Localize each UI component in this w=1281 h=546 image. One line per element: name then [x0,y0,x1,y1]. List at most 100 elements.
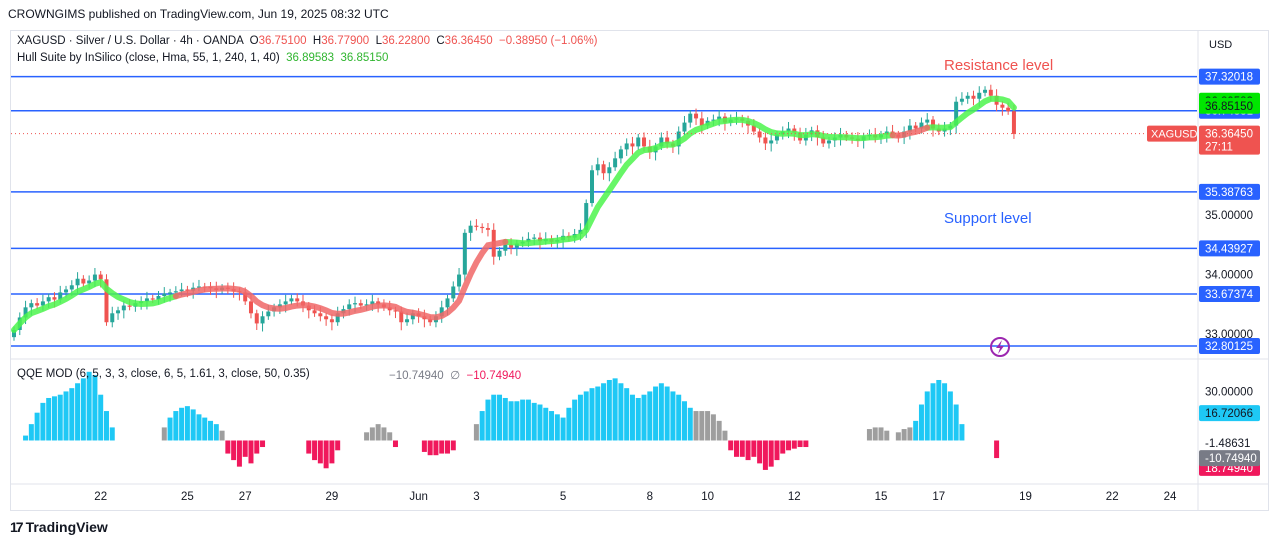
qqe-bar [878,427,884,441]
candle-body [393,310,398,312]
candle-body [266,311,271,317]
symbol-tag-bg [1147,125,1197,142]
candle-body [295,298,300,302]
candle-body [607,167,612,174]
qqe-bar [69,388,75,441]
time-axis-label: 12 [788,491,801,503]
qqe-bar [722,430,728,441]
legend-symbol[interactable]: XAGUSD · Silver / U.S. Dollar · 4h · OAN… [17,35,244,47]
qqe-bar [525,399,531,441]
candle-body [636,137,641,147]
qqe-bar [508,401,514,441]
candle-body [624,143,629,150]
qqe-bar [317,440,323,464]
hull-legend-label[interactable]: Hull Suite by InSilico (close, Hma, 55, … [17,52,280,64]
hull-band-down [172,238,509,321]
candle-body [826,140,831,144]
qqe-bar [306,440,312,454]
qqe-bar [92,375,98,441]
qqe-bar [554,414,560,441]
currency-label: USD [1209,39,1232,51]
candle-body [1000,104,1005,108]
qqe-bar [803,440,809,448]
tradingview-brand: TradingView [25,519,108,535]
level-price-label-bg [1199,338,1260,355]
time-axis-label: 25 [181,491,194,503]
qqe-bar [335,440,341,451]
qqe-bar [63,391,69,441]
time-axis-label: 22 [1106,491,1119,503]
tradingview-logo[interactable]: 17 TradingView [10,519,108,535]
qqe-bar [421,440,427,452]
level-price-label: 37.32018 [1205,72,1253,84]
candle-body [347,304,352,310]
qqe-bar [705,411,711,441]
candle-body [318,313,323,317]
qqe-bar [670,391,676,441]
candle-body [104,279,109,323]
candle-body [46,297,51,302]
candle-body [248,301,253,314]
resistance-annotation: Resistance level [944,57,1054,74]
candle-body [144,298,149,302]
candle-body [751,125,756,132]
qqe-bar [780,440,786,454]
lightning-icon-ring [990,337,1010,357]
qqe-bar [618,383,624,441]
qqe-bar [716,420,722,441]
qqe-bar [34,412,40,441]
qqe-bar [51,396,57,441]
qqe-bar [450,440,456,451]
qqe-legend-label[interactable]: QQE MOD (6, 5, 3, 3, close, 6, 5, 1.61, … [17,368,310,380]
candle-body [168,292,173,294]
time-axis-label: 10 [701,491,714,503]
support-annotation: Support level [944,210,1032,227]
level-price-label-bg [1199,68,1260,85]
publisher-line: CROWNGIMS published on TradingView.com, … [8,7,389,21]
candle-body [312,310,317,314]
candle-body [358,303,363,306]
candle-body [439,307,444,317]
candle-body [98,274,103,280]
time-axis-label: 5 [560,491,566,503]
candle-body [786,128,791,132]
last-price-tag-bg [1199,125,1260,155]
qqe-legend-symbol: ∅ [450,370,461,382]
candle-body [971,95,976,99]
qqe-last-label-bg [1199,450,1260,467]
candle-body [630,143,635,147]
lightning-icon[interactable] [990,337,1010,357]
qqe-bar [872,427,878,441]
qqe-bar [629,394,635,441]
symbol-tag: XAGUSD [1151,129,1198,141]
candle-body [913,125,918,129]
level-price-label-bg [1199,286,1260,303]
qqe-bar [254,440,260,454]
qqe-bar [28,424,34,441]
candle-body [69,285,74,290]
candle-body [399,311,404,323]
countdown-tag: 27:11 [1205,142,1233,154]
qqe-bar [109,427,115,441]
qqe-bar [549,411,555,441]
qqe-bar [427,440,433,456]
qqe-bar [184,406,190,441]
candle-body [428,319,433,323]
candle-body [618,149,623,159]
qqe-bar [635,397,641,441]
qqe-bar [647,391,653,441]
qqe-bar [167,417,173,441]
level-price-label-bg [1199,183,1260,200]
candle-body [58,292,63,300]
qqe-bar [572,399,578,441]
qqe-bar [479,411,485,441]
qqe-bar [959,424,965,441]
candle-body [688,113,693,123]
candle-body [983,89,988,93]
qqe-bar [491,394,497,441]
candle-body [595,164,600,171]
candle-body [954,101,959,126]
qqe-bar [653,386,659,441]
qqe-bar [433,440,439,456]
